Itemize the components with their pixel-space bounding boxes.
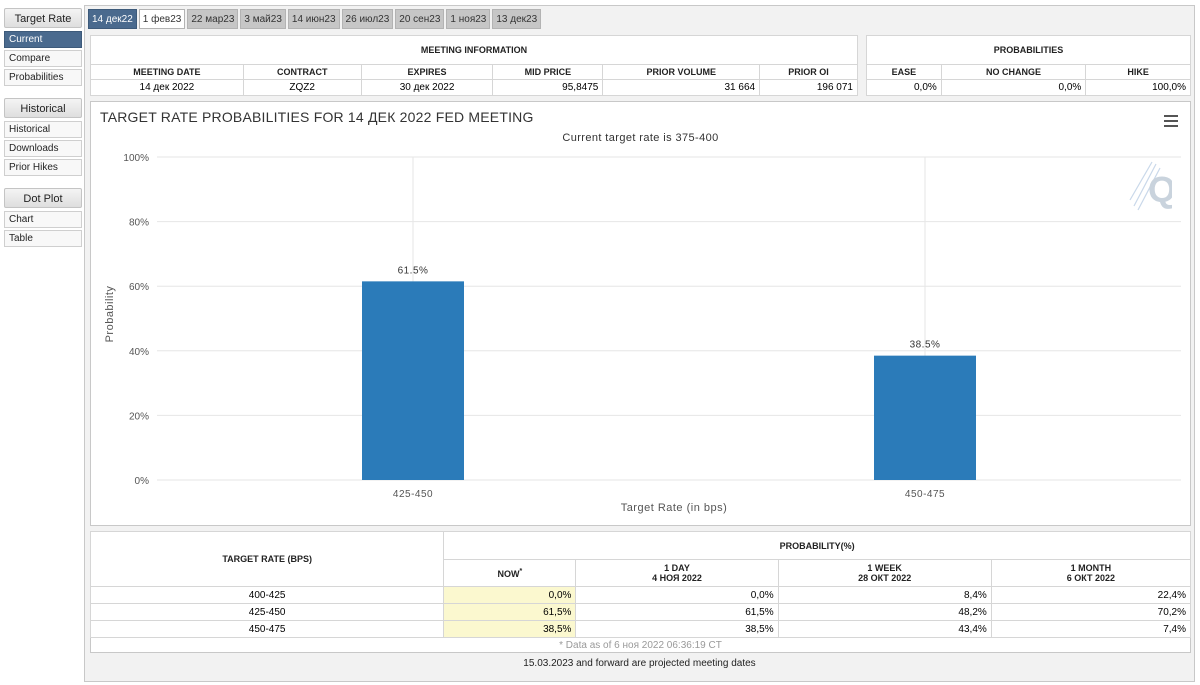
rate-cell: 425-450 — [89, 603, 445, 621]
rate-cell: 400-425 — [89, 586, 445, 604]
col-expires: EXPIRES — [360, 64, 494, 80]
tab-meeting[interactable]: 1 фев23 — [138, 9, 186, 29]
y-tick-label: 20% — [129, 411, 149, 422]
main-panel: 14 дек22 1 фев23 22 мар23 3 май23 14 июн… — [84, 5, 1195, 682]
sidebar-item-table[interactable]: Table — [4, 230, 82, 247]
now-cell: 61,5% — [443, 603, 577, 621]
col-prior-volume: PRIOR VOLUME — [602, 64, 761, 80]
now-cell: 38,5% — [443, 620, 577, 638]
contract-value: ZQZ2 — [242, 79, 362, 96]
sidebar-item-prior-hikes[interactable]: Prior Hikes — [4, 159, 82, 176]
ease-value: 0,0% — [866, 79, 942, 96]
y-tick-label: 40% — [129, 347, 149, 358]
probabilities-summary-table: PROBABILITIES EASE NO CHANGE HIKE 0,0% 0… — [866, 35, 1191, 96]
sidebar-item-compare[interactable]: Compare — [4, 50, 82, 67]
y-axis-label: Probability — [104, 286, 116, 343]
month-cell: 7,4% — [990, 620, 1192, 638]
col-contract: CONTRACT — [242, 64, 362, 80]
chart-menu-icon[interactable] — [1164, 115, 1178, 127]
meeting-info-table: MEETING INFORMATION MEETING DATE CONTRAC… — [90, 35, 858, 96]
tab-meeting[interactable]: 14 дек22 — [88, 9, 137, 29]
week-cell: 8,4% — [777, 586, 992, 604]
col-probability: PROBABILITY(%) — [443, 531, 1191, 560]
prior-oi-value: 196 071 — [759, 79, 858, 96]
meeting-tabs: 14 дек22 1 фев23 22 мар23 3 май23 14 июн… — [88, 9, 543, 30]
bar-450-475[interactable] — [874, 355, 976, 480]
sidebar-head-historical: Historical — [4, 98, 82, 118]
rate-cell: 450-475 — [89, 620, 445, 638]
no-change-value: 0,0% — [940, 79, 1087, 96]
chart-subtitle: Current target rate is 375-400 — [562, 132, 719, 144]
x-tick-label: 425-450 — [393, 489, 433, 500]
q-logo-icon: Q — [1129, 161, 1172, 211]
probabilities-title: PROBABILITIES — [866, 35, 1191, 65]
sidebar-head-target-rate: Target Rate — [4, 8, 82, 28]
hike-value: 100,0% — [1085, 79, 1191, 96]
bar-chart: 0% 20% 40% 60% 80% 100% 61.5% 38.5% 425-450 450… — [104, 153, 1181, 514]
now-cell: 0,0% — [443, 586, 577, 604]
meeting-date-value: 14 дек 2022 — [90, 79, 244, 96]
svg-text:Q: Q — [1148, 169, 1172, 210]
table-row: 425-450 61,5% 61,5% 48,2% 70,2% — [89, 603, 1192, 621]
x-axis-label: Target Rate (in bps) — [621, 502, 728, 514]
col-target-rate: TARGET RATE (BPS) — [89, 531, 445, 587]
tab-meeting[interactable]: 1 ноя23 — [446, 9, 491, 29]
month-cell: 70,2% — [990, 603, 1192, 621]
sidebar-item-current[interactable]: Current — [4, 31, 82, 48]
day-cell: 38,5% — [575, 620, 779, 638]
tab-meeting[interactable]: 26 июл23 — [341, 9, 394, 29]
meeting-info-title: MEETING INFORMATION — [90, 35, 858, 65]
month-cell: 22,4% — [990, 586, 1192, 604]
bar-425-450[interactable] — [362, 281, 464, 480]
data-as-of-note: * Data as of 6 ноя 2022 06:36:19 CT — [559, 639, 722, 651]
y-tick-label: 80% — [129, 218, 149, 229]
table-row: 400-425 0,0% 0,0% 8,4% 22,4% — [89, 586, 1192, 604]
week-cell: 43,4% — [777, 620, 992, 638]
prior-volume-value: 31 664 — [602, 79, 761, 96]
sidebar-item-downloads[interactable]: Downloads — [4, 140, 82, 157]
col-prior-oi: PRIOR OI — [759, 64, 858, 80]
table-row: 450-475 38,5% 38,5% 43,4% 7,4% — [89, 620, 1192, 638]
expires-value: 30 дек 2022 — [360, 79, 494, 96]
projected-dates-note: 15.03.2023 and forward are projected mee… — [523, 658, 756, 669]
mid-price-value: 95,8475 — [492, 79, 604, 96]
day-cell: 0,0% — [575, 586, 779, 604]
y-tick-label: 60% — [129, 282, 149, 293]
col-hike: HIKE — [1085, 64, 1191, 80]
col-mid-price: MID PRICE — [492, 64, 604, 80]
sidebar-item-probabilities[interactable]: Probabilities — [4, 69, 82, 86]
chart-title: TARGET RATE PROBABILITIES FOR 14 ДЕК 202… — [100, 109, 534, 125]
x-tick-label: 450-475 — [905, 489, 945, 500]
col-now: NOW* — [443, 559, 577, 587]
tab-meeting[interactable]: 3 май23 — [240, 9, 286, 29]
y-tick-label: 100% — [123, 153, 149, 164]
week-cell: 48,2% — [777, 603, 992, 621]
sidebar-item-historical[interactable]: Historical — [4, 121, 82, 138]
bar-data-label: 38.5% — [910, 340, 941, 351]
tab-meeting[interactable]: 22 мар23 — [187, 9, 239, 29]
col-1-day: 1 DAY 4 НОЯ 2022 — [575, 559, 779, 587]
sidebar-item-chart[interactable]: Chart — [4, 211, 82, 228]
col-no-change: NO CHANGE — [940, 64, 1087, 80]
tab-meeting[interactable]: 13 дек23 — [492, 9, 542, 29]
chart-container: TARGET RATE PROBABILITIES FOR 14 ДЕК 202… — [90, 101, 1191, 526]
col-1-week: 1 WEEK 28 ОКТ 2022 — [777, 559, 992, 587]
day-cell: 61,5% — [575, 603, 779, 621]
bar-data-label: 61.5% — [398, 265, 429, 276]
tab-meeting[interactable]: 20 сен23 — [395, 9, 445, 29]
sidebar: Target Rate Current Compare Probabilitie… — [4, 8, 82, 249]
col-meeting-date: MEETING DATE — [90, 64, 244, 80]
tab-meeting[interactable]: 14 июн23 — [287, 9, 340, 29]
col-ease: EASE — [866, 64, 942, 80]
y-tick-label: 0% — [135, 476, 150, 487]
sidebar-head-dot-plot: Dot Plot — [4, 188, 82, 208]
probability-table: TARGET RATE (BPS) PROBABILITY(%) NOW* 1 … — [89, 531, 1192, 653]
col-1-month: 1 MONTH 6 ОКТ 2022 — [990, 559, 1192, 587]
